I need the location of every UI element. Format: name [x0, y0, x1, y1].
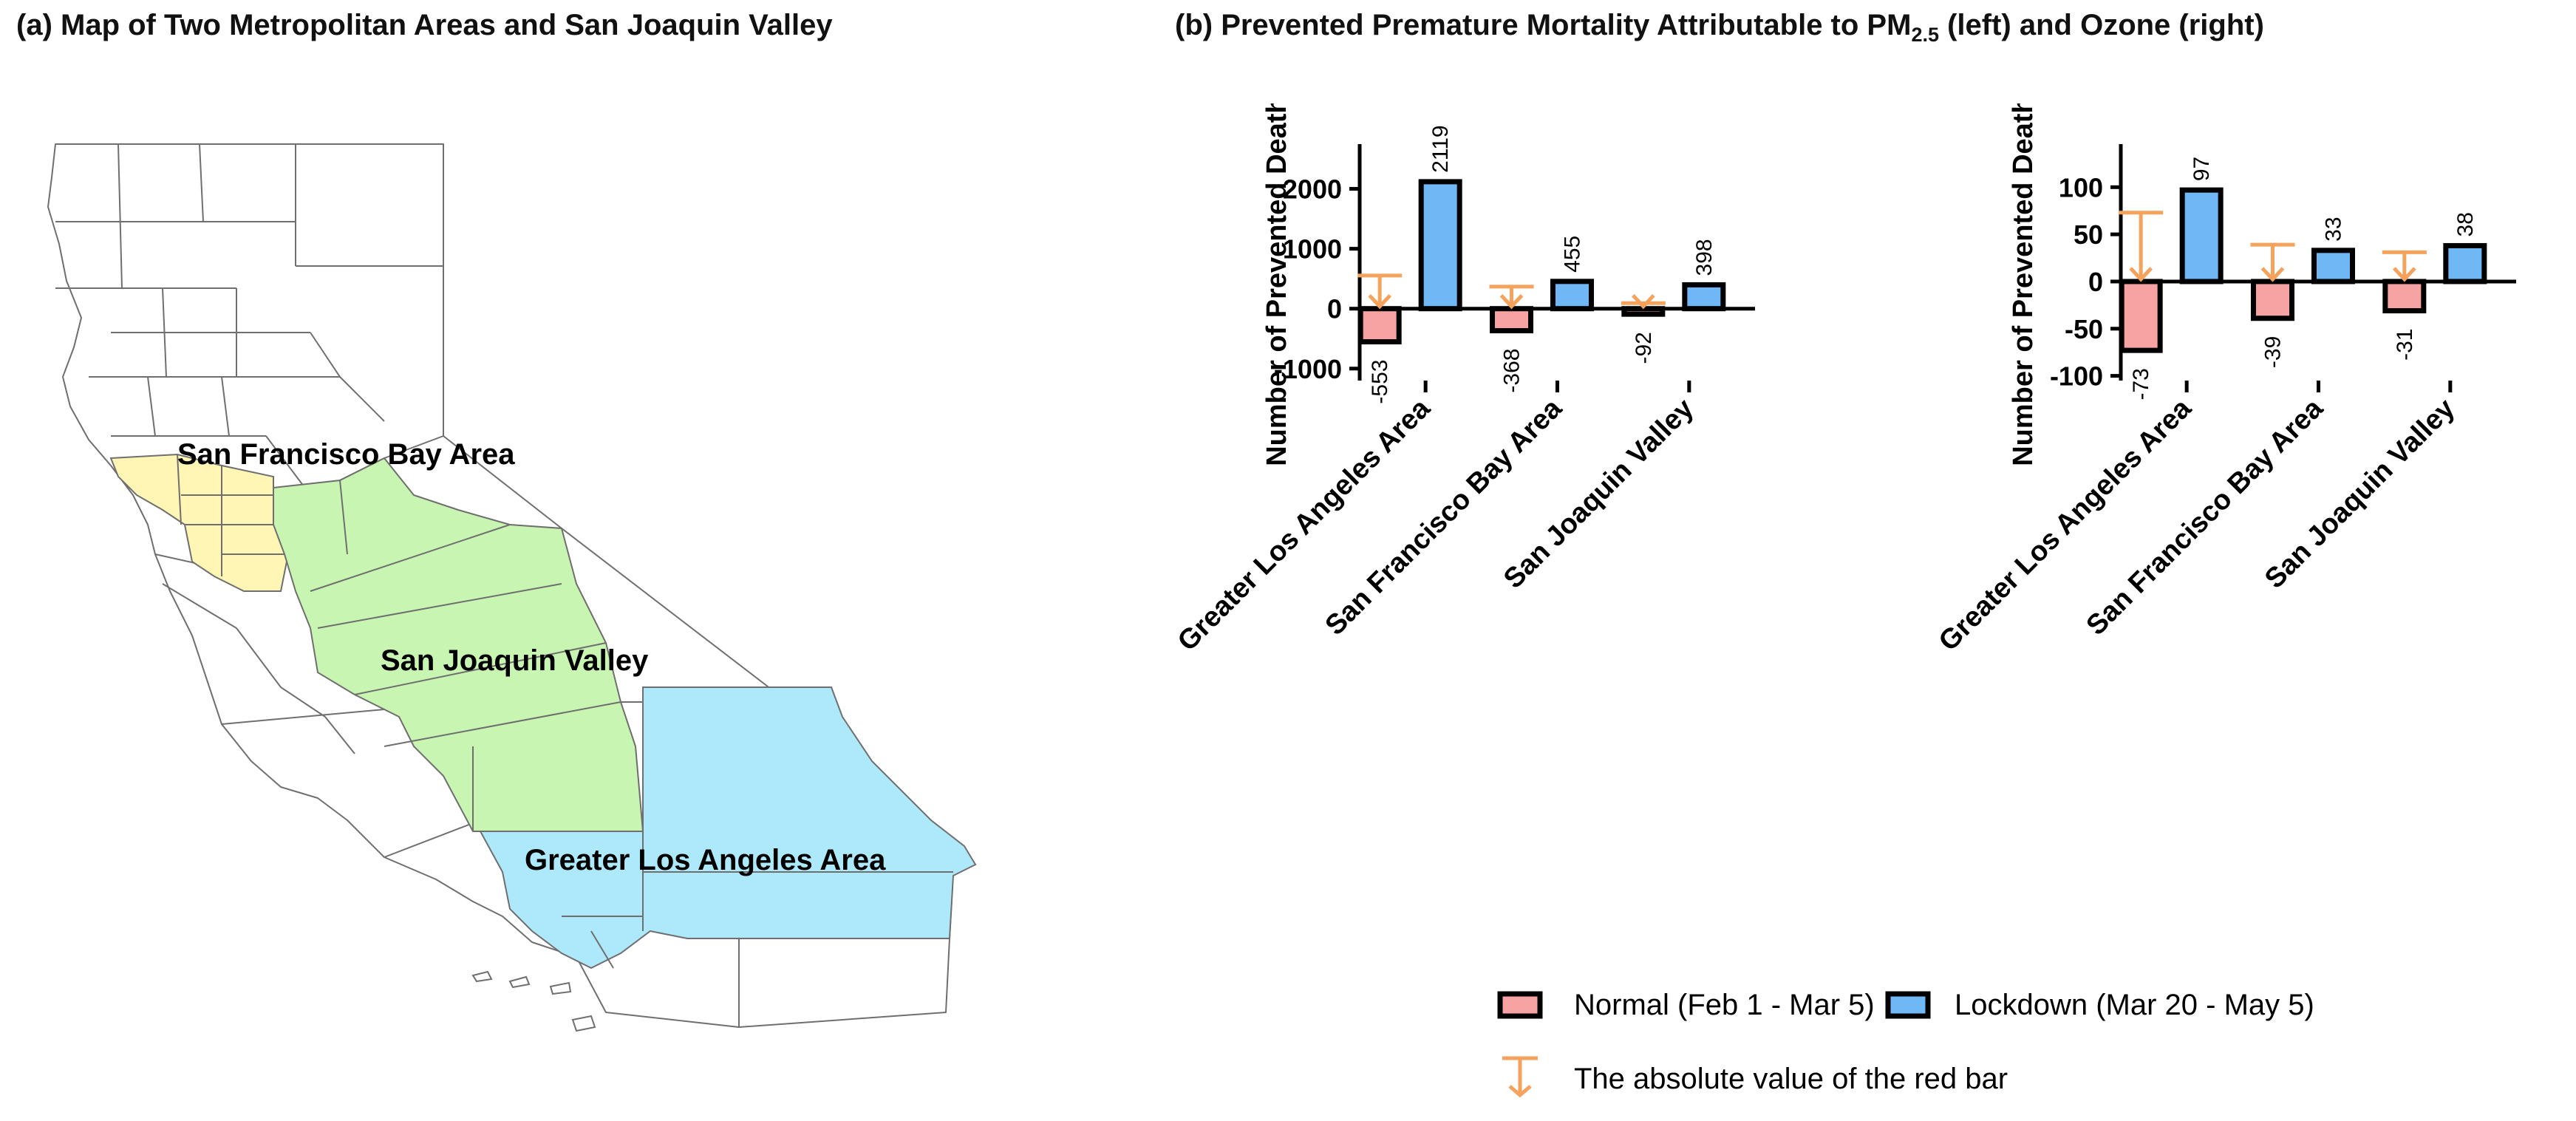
chart-panel-title: (b) Prevented Premature Mortality Attrib… — [1175, 9, 2264, 47]
county-borders-north — [55, 143, 443, 437]
legend-lockdown-label: Lockdown (Mar 20 - May 5) — [1955, 989, 2314, 1021]
pm25-normal-bar — [1621, 306, 1666, 317]
region-san-francisco-bay-area — [109, 453, 290, 592]
ozone-lockdown-bar — [2443, 242, 2487, 284]
valley-county-borders — [310, 480, 621, 831]
chart-title-prefix: (b) Prevented Premature Mortality Attrib… — [1175, 9, 1912, 41]
ozone-ylabel: Number of Prevented Deaths — [2008, 103, 2039, 466]
ozone-ytick-label: 50 — [2074, 219, 2103, 250]
ozone-normal-bar — [2119, 279, 2163, 353]
ozone-lockdown-value-label: 97 — [2190, 157, 2214, 181]
pm25-normal-value-label: -553 — [1368, 360, 1392, 404]
ozone-lockdown-value-label: 38 — [2453, 212, 2478, 236]
ozone-ytick-label: 0 — [2088, 267, 2103, 297]
pm25-lockdown-bar — [1418, 179, 1462, 312]
ozone-lockdown-bar — [2311, 248, 2355, 284]
legend-normal-label: Normal (Feb 1 - Mar 5) — [1574, 989, 1875, 1021]
pm25-abs-arrow-head — [1368, 293, 1391, 310]
map-label-san-joaquin-valley: San Joaquin Valley — [381, 644, 649, 677]
ozone-normal-bar — [2251, 279, 2294, 321]
ozone-category-label: Greater Los Angeles Area — [1933, 392, 2198, 657]
pm25-lockdown-bar — [1550, 279, 1594, 312]
ozone-chart: -100 -50 0 50 100 Number of Prevented Deaths -… — [1933, 103, 2516, 657]
chart-legend: Normal (Feb 1 - Mar 5) Lockdown (Mar 20 … — [1497, 989, 2314, 1098]
map-label-greater-los-angeles-area: Greater Los Angeles Area — [525, 844, 886, 876]
pm25-normal-bar — [1490, 306, 1533, 334]
ozone-normal-bar — [2382, 279, 2427, 314]
pm25-abs-arrow-head — [1499, 293, 1524, 310]
chart-title-suffix: (left) and Ozone (right) — [1938, 9, 2264, 41]
pm25-lockdown-value-label: 398 — [1692, 239, 1717, 276]
pm25-lockdown-value-label: 455 — [1561, 236, 1585, 273]
ozone-ytick-label: 100 — [2059, 172, 2103, 202]
ozone-abs-arrow-head — [2260, 267, 2285, 282]
pm25-ytick-label: -1000 — [1274, 354, 1342, 384]
ozone-category-label: San Francisco Bay Area — [2081, 392, 2330, 641]
bay-area-county-borders — [177, 454, 284, 576]
la-county-borders — [562, 831, 953, 969]
ozone-lockdown-bar — [2179, 187, 2224, 284]
pm25-normal-value-label: -92 — [1632, 332, 1656, 364]
pm25-ytick-label: 2000 — [1283, 174, 1342, 205]
legend-normal-swatch — [1497, 991, 1543, 1019]
chart-title-subscript: 2.5 — [1911, 24, 1939, 46]
pm25-ytick-label: 1000 — [1283, 234, 1342, 265]
map-label-san-francisco-bay-area: San Francisco Bay Area — [177, 438, 515, 471]
pm25-normal-bar — [1357, 306, 1402, 345]
ozone-normal-value-label: -31 — [2393, 329, 2417, 361]
ozone-ytick-label: -50 — [2065, 314, 2103, 344]
map-panel-title: (a) Map of Two Metropolitan Areas and Sa… — [16, 9, 833, 41]
ozone-normal-value-label: -39 — [2261, 336, 2286, 368]
pm25-category-label: San Francisco Bay Area — [1320, 392, 1569, 641]
pm25-normal-value-label: -368 — [1500, 349, 1524, 393]
ozone-normal-value-label: -73 — [2129, 368, 2153, 400]
pm25-lockdown-value-label: 2119 — [1428, 125, 1453, 173]
ozone-abs-arrow-head — [2393, 267, 2416, 282]
pm25-lockdown-bar — [1682, 282, 1726, 312]
channel-islands — [471, 970, 596, 1032]
legend-arrow-label: The absolute value of the red bar — [1574, 1063, 2008, 1095]
legend-lockdown-swatch — [1885, 991, 1931, 1019]
pm25-ylabel: Number of Prevented Deaths — [1261, 103, 1292, 466]
ozone-ytick-label: -100 — [2050, 361, 2103, 392]
pm25-ytick-label: 0 — [1327, 294, 1342, 324]
legend-arrow-icon — [1502, 1056, 1538, 1098]
pm25-category-label: Greater Los Angeles Area — [1172, 392, 1437, 657]
ozone-lockdown-value-label: 33 — [2322, 217, 2346, 241]
region-greater-los-angeles-area — [479, 686, 977, 970]
california-county-map: San Francisco Bay Area San Joaquin Valle… — [47, 143, 977, 1032]
ozone-abs-arrow-head — [2129, 267, 2153, 282]
pm25-abs-arrow-head — [1632, 293, 1655, 310]
